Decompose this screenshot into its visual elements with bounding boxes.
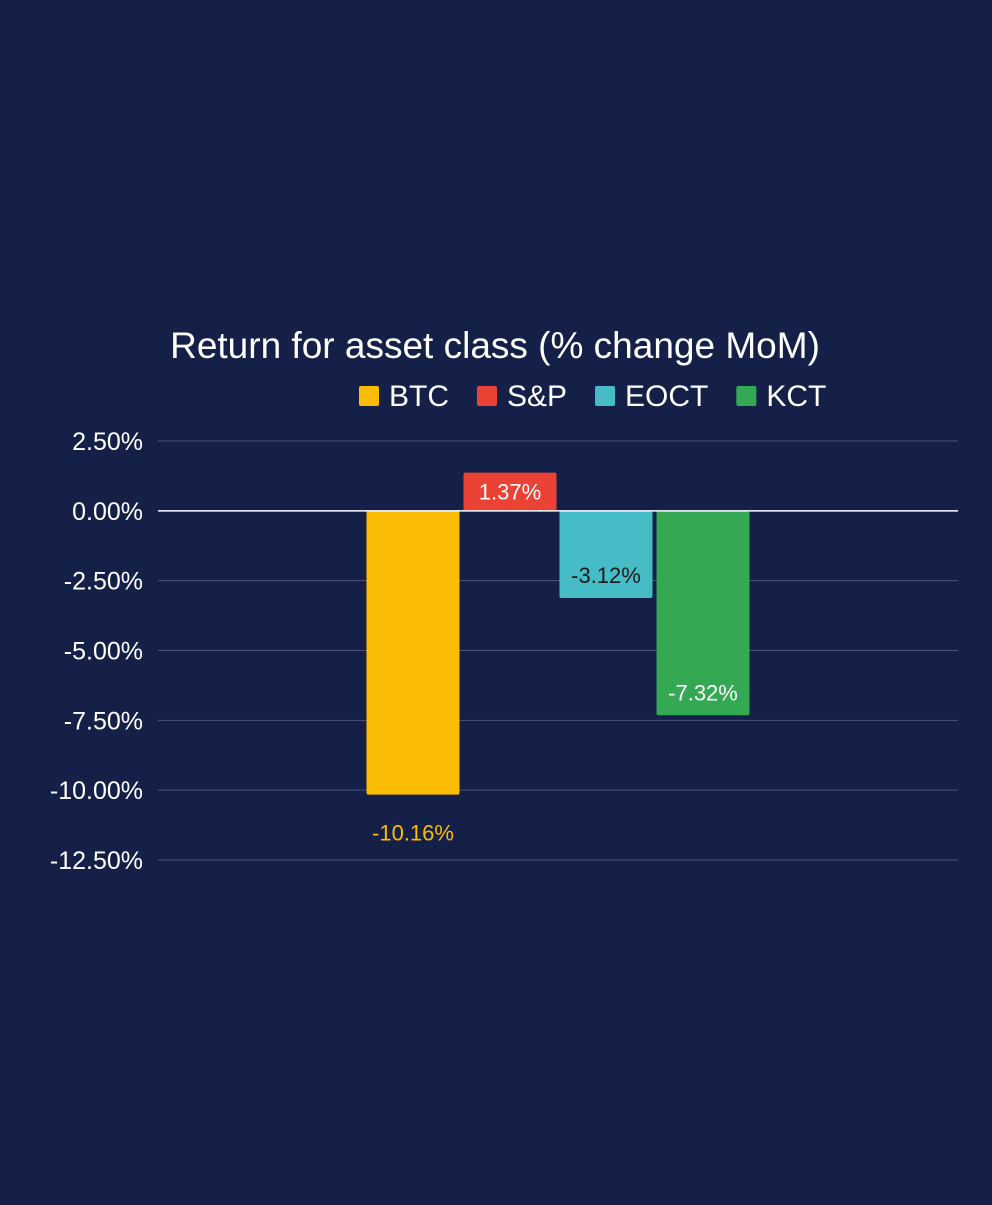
legend-item-s-p: S&P [477, 380, 567, 413]
y-tick-label: -2.50% [64, 568, 143, 596]
gridlines [158, 440, 958, 861]
y-tick-label: -7.50% [64, 707, 143, 735]
legend-item-kct: KCT [736, 380, 826, 413]
legend-label-btc: BTC [389, 380, 449, 413]
y-tick-label: 0.00% [72, 498, 143, 526]
data-label-s-p: 1.37% [479, 480, 541, 505]
data-label-btc: -10.16% [372, 821, 454, 846]
y-tick-label: -12.50% [50, 847, 143, 875]
bars [366, 472, 750, 795]
legend-item-btc: BTC [359, 380, 449, 413]
data-label-kct: -7.32% [668, 680, 738, 705]
chart-title: Return for asset class (% change MoM) [170, 325, 820, 366]
bar-eoct [559, 510, 653, 598]
legend: BTC S&P EOCT KCT [359, 380, 826, 413]
y-axis: 2.50% 0.00% -2.50% -5.00% -7.50% -10.00% -12.5… [50, 428, 143, 875]
legend-swatch-btc [359, 386, 379, 406]
data-labels: -10.16% 1.37% -3.12% -7.32% [372, 480, 738, 846]
y-tick-label: -5.00% [64, 638, 143, 666]
legend-label-eoct: EOCT [625, 380, 708, 413]
bar-kct [656, 510, 750, 716]
legend-swatch-s-p [477, 386, 497, 406]
legend-swatch-kct [736, 386, 757, 406]
legend-item-eoct: EOCT [595, 380, 708, 413]
y-tick-label: -10.00% [50, 777, 143, 805]
legend-label-kct: KCT [766, 380, 826, 413]
y-tick-label: 2.50% [72, 428, 143, 456]
bar-btc [366, 510, 460, 795]
legend-swatch-eoct [595, 386, 616, 406]
bar-s-p [463, 472, 557, 511]
legend-label-s-p: S&P [507, 380, 567, 413]
data-label-eoct: -3.12% [571, 563, 641, 588]
